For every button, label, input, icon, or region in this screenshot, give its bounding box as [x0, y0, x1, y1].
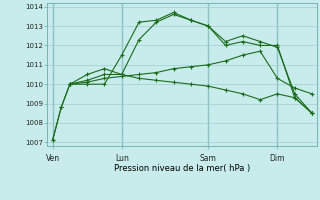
X-axis label: Pression niveau de la mer( hPa ): Pression niveau de la mer( hPa ) — [114, 164, 251, 173]
